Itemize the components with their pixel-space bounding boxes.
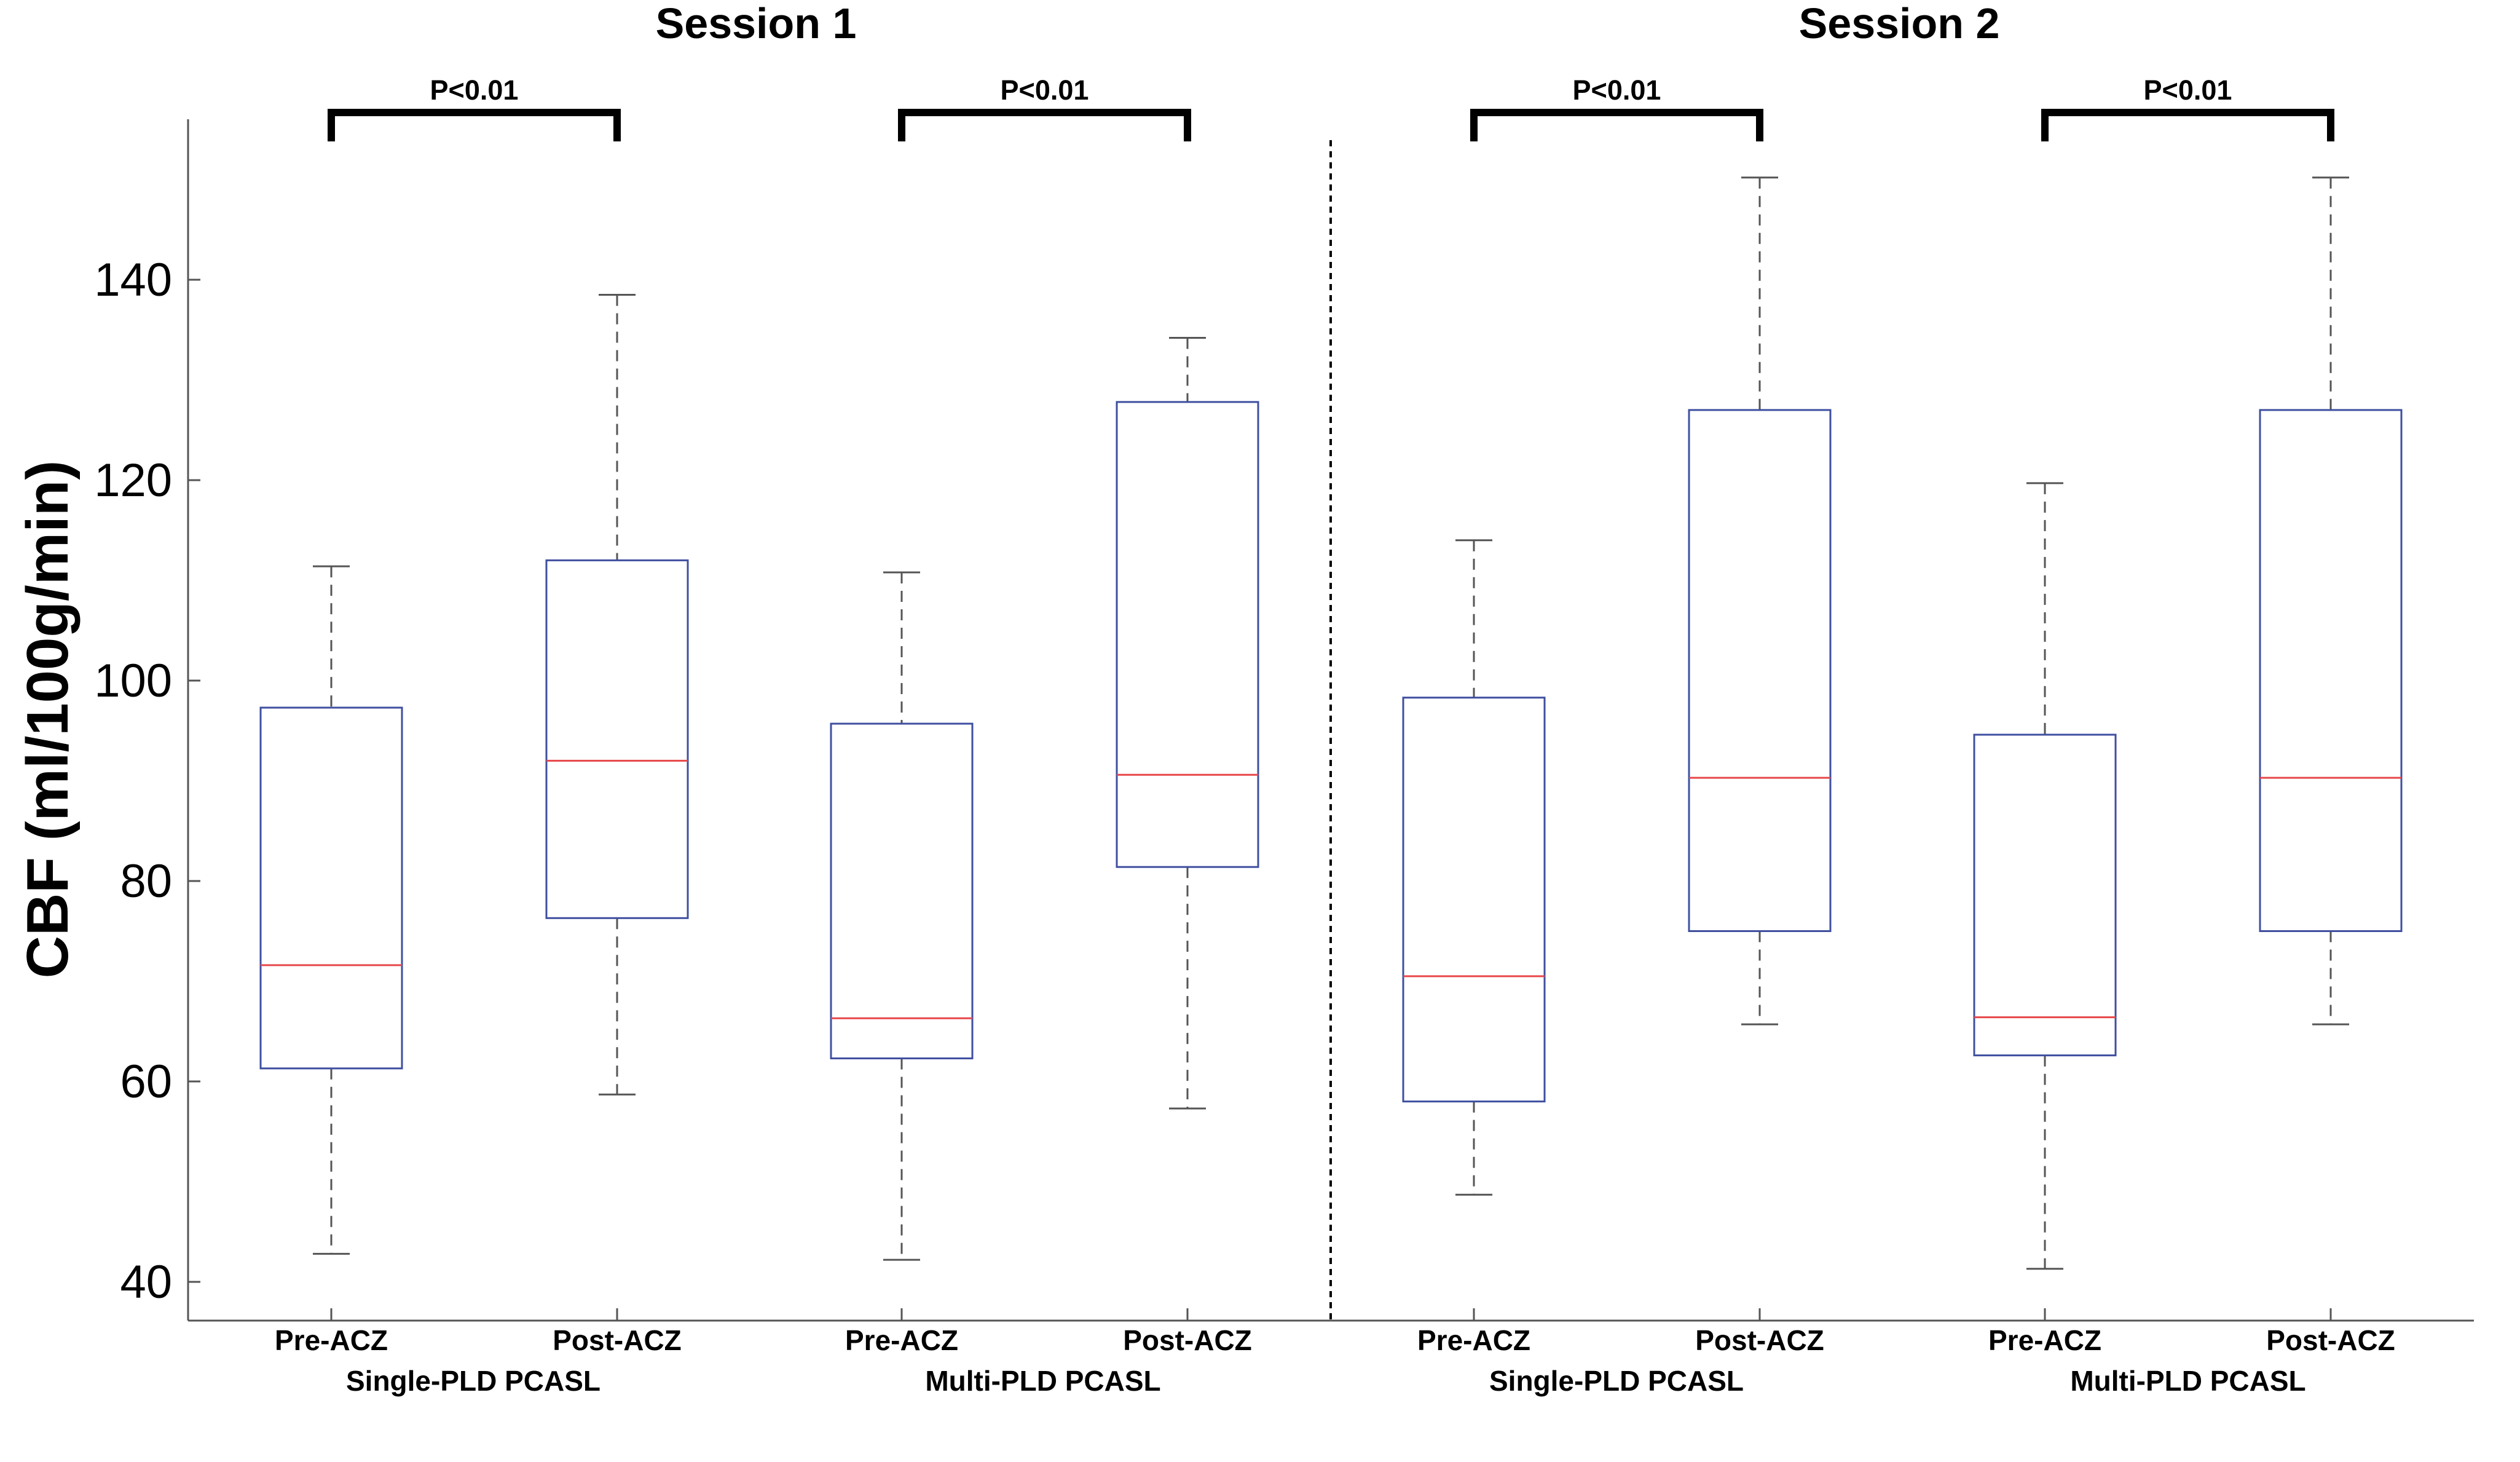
significance-bracket: P<0.01 xyxy=(898,74,1191,141)
box-group xyxy=(2259,176,2403,1025)
significance-bracket: P<0.01 xyxy=(1470,74,1763,141)
group-label-session2-multi: Multi-PLD PCASL xyxy=(2070,1365,2305,1397)
significance-bracket: P<0.01 xyxy=(2041,74,2334,141)
box-iqr xyxy=(1402,697,1546,1103)
y-tick-label: 80 xyxy=(120,855,172,907)
group-label-session1-multi: Multi-PLD PCASL xyxy=(925,1365,1160,1397)
y-tick-label: 100 xyxy=(94,655,172,707)
x-tick-label: Post-ACZ xyxy=(1123,1324,1252,1356)
session-title-1: Session 1 xyxy=(656,0,857,47)
x-tick-label: Pre-ACZ xyxy=(1988,1324,2101,1356)
y-tick-label: 40 xyxy=(120,1256,172,1308)
significance-bracket: P<0.01 xyxy=(328,74,621,141)
p-value-label: P<0.01 xyxy=(430,74,519,106)
box-iqr xyxy=(259,706,403,1070)
bracket-line xyxy=(328,109,621,141)
group-label-session1-single: Single-PLD PCASL xyxy=(346,1365,600,1397)
group-label-session2-single: Single-PLD PCASL xyxy=(1489,1365,1744,1397)
box-iqr xyxy=(2259,409,2403,932)
box-iqr xyxy=(545,559,689,919)
significance-brackets: P<0.01 P<0.01 P<0.01 P<0.01 xyxy=(328,74,2334,141)
bracket-line xyxy=(2041,109,2334,141)
x-tick-label: Pre-ACZ xyxy=(275,1324,388,1356)
box-group xyxy=(1688,176,1832,1025)
x-tick-label: Post-ACZ xyxy=(553,1324,682,1356)
box-group xyxy=(545,293,689,1096)
x-tick-label: Pre-ACZ xyxy=(845,1324,958,1356)
p-value-label: P<0.01 xyxy=(1573,74,1661,106)
boxes xyxy=(259,176,2403,1270)
y-axis-label: CBF (ml/100g/min) xyxy=(15,460,81,979)
box-group xyxy=(1402,539,1546,1196)
box-group xyxy=(830,571,974,1261)
bracket-line xyxy=(898,109,1191,141)
box-iqr xyxy=(1116,401,1259,868)
p-value-label: P<0.01 xyxy=(1001,74,1089,106)
y-tick-label: 60 xyxy=(120,1056,172,1108)
box-iqr xyxy=(1973,733,2117,1057)
box-group xyxy=(259,565,403,1255)
x-tick-label: Post-ACZ xyxy=(2266,1324,2395,1356)
y-ticks: 40 60 80 100 120 140 xyxy=(94,254,200,1308)
session-title-2: Session 2 xyxy=(1799,0,2000,47)
y-tick-label: 140 xyxy=(94,254,172,306)
box-group xyxy=(1973,482,2117,1270)
x-ticks: Pre-ACZ Post-ACZ Pre-ACZ Post-ACZ Pre-ACZ Pos… xyxy=(275,1308,2395,1356)
x-tick-label: Post-ACZ xyxy=(1695,1324,1824,1356)
box-iqr xyxy=(830,722,974,1060)
y-tick-label: 120 xyxy=(94,454,172,507)
bracket-line xyxy=(1470,109,1763,141)
box-group xyxy=(1116,337,1259,1110)
p-value-label: P<0.01 xyxy=(2144,74,2232,106)
box-iqr xyxy=(1688,409,1832,932)
x-tick-label: Pre-ACZ xyxy=(1417,1324,1530,1356)
